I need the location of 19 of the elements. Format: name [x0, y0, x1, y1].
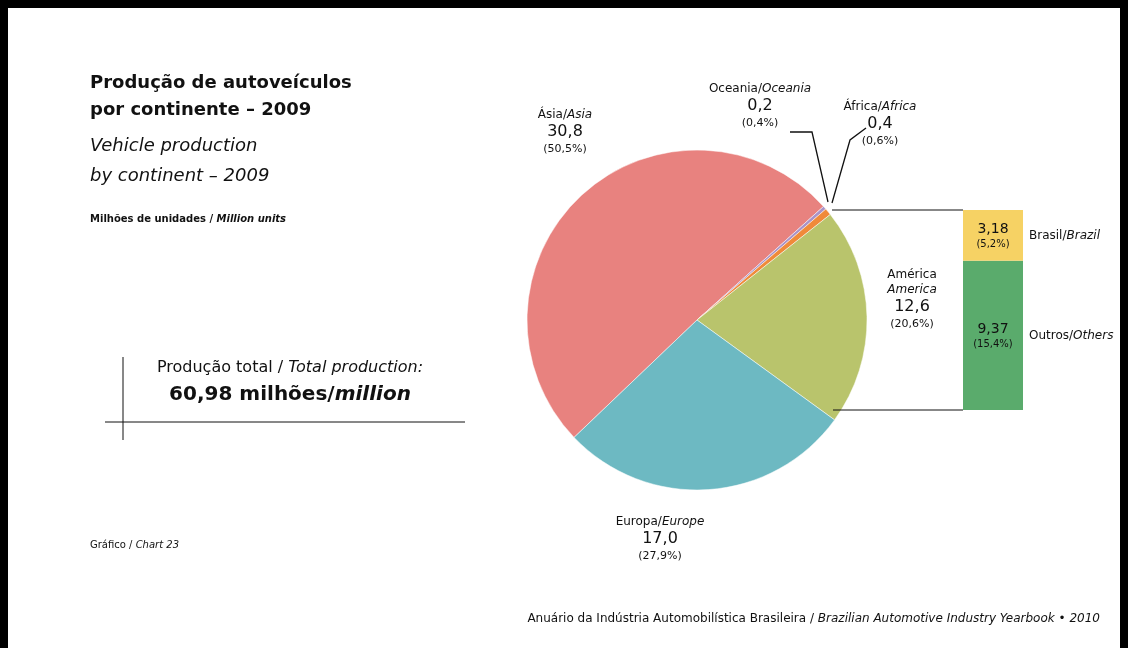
data-label: 9,37 (15,4%) — [973, 320, 1013, 350]
text: Produção de autoveículos por continente – 2009 Vehicle production by continent – 2009 — [90, 71, 352, 185]
slice-label: Oceania/Oceania — [708, 81, 812, 95]
text: Gráfico / Chart 23 — [90, 539, 180, 550]
data-label: 0,2 (0,4%) — [741, 95, 779, 129]
text: Milhões de unidades / Million units — [90, 213, 287, 224]
slice-label: África/Africa — [843, 98, 917, 113]
series-label: Outros/Others — [1029, 328, 1114, 343]
slice-label: Europa/Europe — [615, 514, 705, 528]
slice-label: América America — [886, 267, 937, 296]
text: Produção total / Total production: 60,98 milhões/million — [156, 357, 424, 405]
data-label: 30,8 (50,5%) — [543, 121, 587, 155]
slice-label: Ásia/Asia — [537, 106, 593, 121]
data-label: 12,6 (20,6%) — [890, 296, 934, 330]
data-label: 0,4 (0,6%) — [861, 113, 899, 147]
text: Anuário da Indústria Automobilística Brasileira / Brazilian Automotive Industry Yearbook • 2010 — [527, 611, 1101, 625]
data-label: 17,0 (27,9%) — [638, 528, 682, 562]
data-label: 3,18 (5,2%) — [976, 220, 1010, 250]
series-label: Brasil/Brazil — [1029, 228, 1101, 243]
